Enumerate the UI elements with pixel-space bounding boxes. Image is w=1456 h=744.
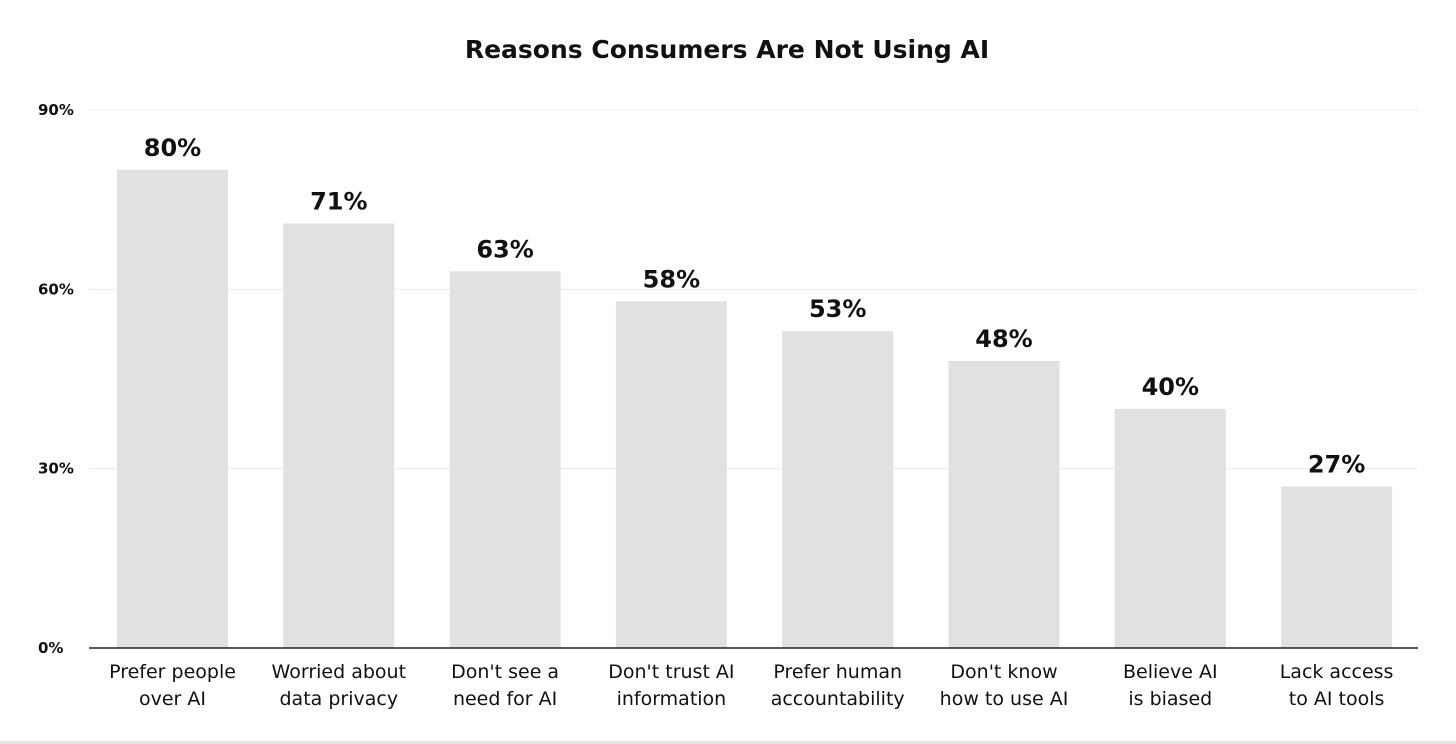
bar-value-label: 40% <box>1142 373 1199 401</box>
y-tick-label: 90% <box>38 101 74 119</box>
bar <box>1114 408 1226 648</box>
category-label: data privacy <box>280 688 399 710</box>
category-label: Prefer human <box>773 661 902 683</box>
bar-value-label: 71% <box>310 188 367 216</box>
bottom-divider <box>0 741 1456 744</box>
category-label: information <box>617 688 727 710</box>
category-label: Believe AI <box>1123 661 1218 683</box>
bar-value-label: 58% <box>643 265 700 293</box>
bar-value-label: 63% <box>476 235 533 263</box>
y-tick-label: 60% <box>38 280 74 298</box>
bar <box>117 169 228 648</box>
category-label: Prefer people <box>109 661 236 683</box>
category-label: need for AI <box>453 688 557 710</box>
category-label: how to use AI <box>940 688 1069 710</box>
bar-value-label: 48% <box>975 325 1032 353</box>
category-label: accountability <box>771 688 905 710</box>
y-tick-label: 30% <box>38 460 74 478</box>
category-label: Don't know <box>950 661 1057 683</box>
value-labels: 80% 71% 63% 58% 53% 48% 40% 27% <box>144 134 1366 479</box>
y-axis-ticks: 0% 30% 60% 90% <box>38 101 74 657</box>
y-tick-label: 0% <box>38 639 63 657</box>
bar <box>948 361 1060 648</box>
category-label: Don't trust AI <box>608 661 734 683</box>
bar <box>1281 486 1393 648</box>
category-label: Lack access <box>1280 661 1394 683</box>
category-labels: Prefer people over AI Worried about data pr… <box>109 661 1393 710</box>
category-label: Don't see a <box>451 661 559 683</box>
category-label: over AI <box>139 688 206 710</box>
category-label: is biased <box>1128 688 1212 710</box>
bar <box>615 301 727 648</box>
category-label: Worried about <box>272 661 406 683</box>
bar <box>782 331 894 648</box>
bar <box>449 271 561 648</box>
bar <box>283 223 395 649</box>
bar-value-label: 27% <box>1308 451 1365 479</box>
bar-value-label: 53% <box>809 295 866 323</box>
category-label: to AI tools <box>1289 688 1385 710</box>
bars <box>117 169 1393 649</box>
chart-title: Reasons Consumers Are Not Using AI <box>465 35 989 64</box>
bar-value-label: 80% <box>144 134 201 162</box>
